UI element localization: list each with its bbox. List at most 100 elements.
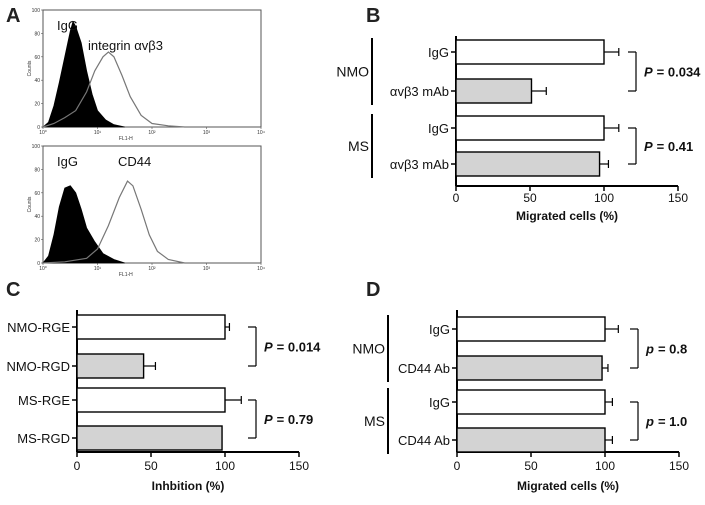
- panel-letter-c: C: [6, 279, 20, 301]
- x-tick-label: 150: [669, 459, 689, 473]
- histogram-xtick-label: 10⁰: [39, 266, 47, 272]
- histogram-ytick-label: 40: [34, 214, 40, 220]
- group-label: NMO: [352, 341, 385, 357]
- x-tick-label: 0: [453, 191, 460, 205]
- histogram-ytick-label: 0: [37, 125, 40, 131]
- bar: [456, 427, 606, 453]
- category-label: MS-RGD: [17, 431, 70, 446]
- bar: [456, 389, 606, 415]
- x-tick-label: 50: [144, 459, 158, 473]
- bar: [76, 425, 223, 451]
- histogram-xtick-label: 10¹: [94, 266, 102, 272]
- x-tick-label: 150: [668, 191, 688, 205]
- p-value: = 1.0: [658, 414, 687, 429]
- category-label: IgG: [429, 322, 450, 337]
- category-label: CD44 Ab: [398, 433, 450, 448]
- panel-letter-d: D: [366, 279, 380, 301]
- bar: [455, 115, 605, 141]
- panel-letter-a: A: [6, 5, 20, 27]
- histogram-isotype-filled: [42, 185, 125, 264]
- histogram-xlabel: FL1-H: [119, 272, 133, 278]
- histogram-plot-2: 0 20 40 60 80 100 10⁰ 10¹ 10² 10³ 10⁴ Counts FL1-H Ig…: [27, 144, 265, 278]
- p-value: = 0.8: [658, 342, 687, 357]
- histogram-isotype-filled: [41, 20, 125, 128]
- x-tick-label: 100: [595, 459, 615, 473]
- histogram-stained-outline: [42, 51, 185, 128]
- p-value-label: p = 0.8: [645, 342, 687, 357]
- group-label: NMO: [336, 64, 369, 80]
- p-symbol: P: [644, 139, 653, 154]
- category-label: CD44 Ab: [398, 361, 450, 376]
- histogram-ytick-label: 80: [34, 31, 40, 37]
- histogram-xtick-label: 10⁰: [39, 130, 47, 136]
- bar-panel-b: 0 50 100 150 Migrated cells (%) IgG αvβ3 mAb Ig…: [336, 36, 701, 223]
- category-label: IgG: [428, 121, 449, 136]
- x-tick-label: 50: [523, 191, 537, 205]
- bar-panel-c: 0 50 100 150 Inhbition (%) NMO-RGE NMO-RGD MS-R…: [6, 310, 321, 493]
- x-axis-label: Migrated cells (%): [517, 479, 619, 493]
- category-label: IgG: [429, 395, 450, 410]
- bar: [455, 39, 605, 65]
- bar: [455, 151, 601, 177]
- x-tick-label: 0: [74, 459, 81, 473]
- category-label: αvβ3 mAb: [390, 84, 449, 99]
- bar: [76, 387, 226, 413]
- histogram-label-1: IgG: [57, 18, 78, 33]
- p-value-label: P = 0.014: [264, 340, 321, 355]
- group-label: MS: [364, 413, 385, 429]
- histogram-label-2: CD44: [118, 154, 151, 169]
- histogram-label-1: IgG: [57, 154, 78, 169]
- histogram-plot-1: 0 20 40 60 80 100 10⁰ 10¹ 10² 10³ 10⁴ Counts FL1-H Ig…: [27, 8, 265, 142]
- histogram-label-2: integrin αvβ3: [88, 38, 163, 53]
- p-value: = 0.41: [657, 139, 694, 154]
- histogram-xtick-label: 10⁴: [257, 130, 265, 136]
- histogram-xlabel: FL1-H: [119, 136, 133, 142]
- histogram-ytick-label: 20: [34, 238, 40, 244]
- histogram-ytick-label: 0: [37, 261, 40, 267]
- p-symbol: P: [264, 412, 273, 427]
- histogram-xtick-label: 10¹: [94, 130, 102, 136]
- histogram-stained-outline: [42, 180, 185, 264]
- histogram-ytick-label: 100: [32, 144, 41, 150]
- bar: [76, 353, 145, 379]
- panel-letter-b: B: [366, 5, 380, 27]
- bar-panel-d: 0 50 100 150 Migrated cells (%) IgG CD44 Ab IgG…: [352, 310, 689, 493]
- histogram-ytick-label: 20: [34, 102, 40, 108]
- histogram-ylabel: Counts: [27, 196, 33, 212]
- x-axis-label: Inhbition (%): [152, 479, 225, 493]
- p-value-label: P = 0.79: [264, 412, 313, 427]
- p-value: = 0.014: [277, 340, 322, 355]
- histogram-ytick-label: 100: [32, 8, 41, 14]
- bar: [455, 78, 533, 104]
- category-label: NMO-RGD: [6, 359, 70, 374]
- histogram-xtick-label: 10²: [148, 130, 156, 136]
- x-tick-label: 100: [594, 191, 614, 205]
- histogram-ylabel: Counts: [27, 60, 33, 76]
- group-label: MS: [348, 138, 369, 154]
- histogram-xtick-label: 10⁴: [257, 266, 265, 272]
- histogram-ytick-label: 60: [34, 55, 40, 61]
- x-tick-label: 100: [215, 459, 235, 473]
- p-symbol: P: [264, 340, 273, 355]
- p-value-label: p = 1.0: [645, 414, 687, 429]
- p-value-label: P = 0.034: [644, 65, 701, 80]
- category-label: MS-RGE: [18, 393, 70, 408]
- category-label: αvβ3 mAb: [390, 157, 449, 172]
- p-symbol: p: [645, 342, 654, 357]
- histogram-ytick-label: 80: [34, 167, 40, 173]
- histogram-ytick-label: 40: [34, 78, 40, 84]
- bar: [456, 316, 606, 342]
- bar: [76, 314, 226, 340]
- histogram-xtick-label: 10³: [203, 266, 211, 272]
- p-value-label: P = 0.41: [644, 139, 693, 154]
- x-tick-label: 50: [524, 459, 538, 473]
- x-tick-label: 0: [454, 459, 461, 473]
- x-tick-label: 150: [289, 459, 309, 473]
- p-value: = 0.79: [277, 412, 314, 427]
- histogram-xtick-label: 10³: [203, 130, 211, 136]
- x-axis-label: Migrated cells (%): [516, 209, 618, 223]
- p-symbol: p: [645, 414, 654, 429]
- bar: [456, 355, 603, 381]
